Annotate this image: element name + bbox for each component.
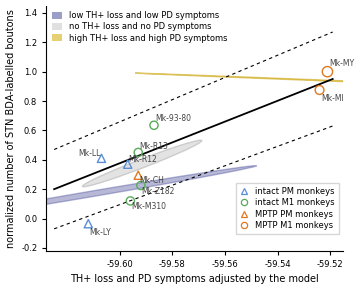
Text: Mk-R12: Mk-R12 [129,155,157,164]
Point [151,123,157,128]
Point [135,173,141,177]
Ellipse shape [0,166,257,222]
Text: Mk-MI: Mk-MI [322,94,344,103]
Point [135,150,141,155]
X-axis label: TH+ loss and PD symptoms adjusted by the model: TH+ loss and PD symptoms adjusted by the… [70,274,319,284]
Point [325,69,330,74]
Point [125,162,131,166]
Text: Mk-R13: Mk-R13 [139,142,168,151]
Point [317,88,322,92]
Text: Mk-M310: Mk-M310 [131,202,166,211]
Text: Mk-MY: Mk-MY [330,59,355,68]
Point [86,221,91,226]
Text: Mk-93-80: Mk-93-80 [155,114,191,123]
Text: Mk-CH: Mk-CH [139,176,164,185]
Point [127,199,133,203]
Text: Mk-Z182: Mk-Z182 [142,187,175,196]
Ellipse shape [135,73,361,88]
Point [138,183,144,188]
Text: Mk-LL: Mk-LL [79,149,101,158]
Text: Mk-LY: Mk-LY [89,228,111,237]
Legend: intact PM monkeys, intact M1 monkeys, MPTP PM monkeys, MPTP M1 monkeys: intact PM monkeys, intact M1 monkeys, MP… [236,183,339,234]
Y-axis label: normalized number of STN BDA-labelled boutons: normalized number of STN BDA-labelled bo… [5,9,16,248]
Ellipse shape [83,140,202,187]
Point [99,156,104,161]
